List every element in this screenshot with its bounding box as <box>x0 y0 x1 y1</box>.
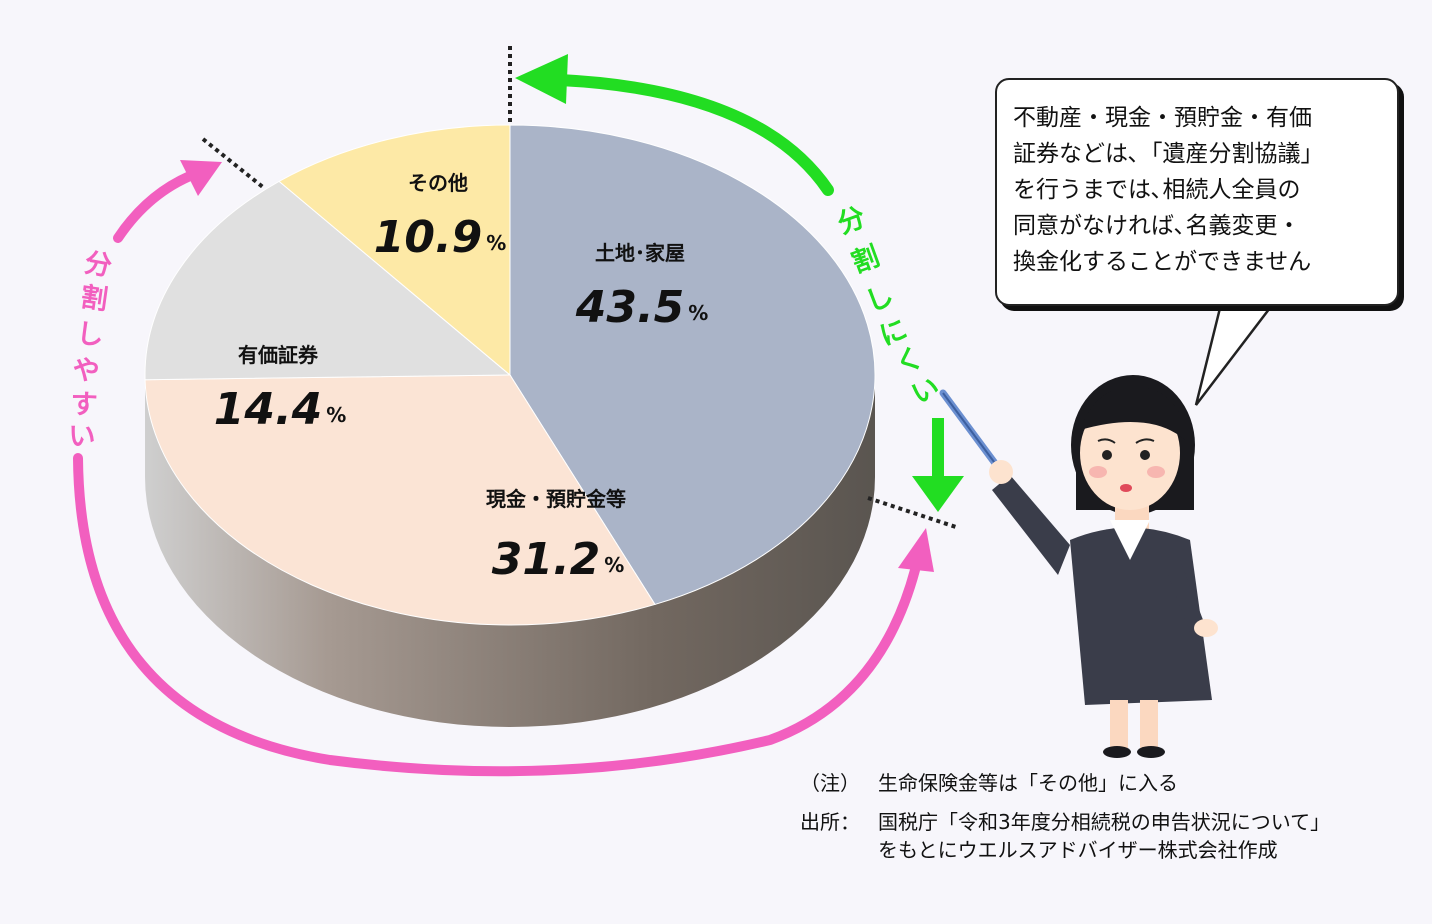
slice-label: 土地･家屋 <box>595 241 685 265</box>
arc-label-char: 割 <box>847 240 883 279</box>
slice-value: 43.5 <box>575 282 685 333</box>
speech-bubble: 不動産・現金・預貯金・有価 証券などは､「遺産分割協議」 を行うまでは､相続人全… <box>995 78 1399 306</box>
boundary-marker-left <box>201 137 266 190</box>
presenter-woman-illustration <box>939 375 1218 758</box>
pie-slices <box>144 124 876 626</box>
pie-side-wall-face <box>145 375 875 727</box>
speech-bubble-line: 不動産・現金・預貯金・有価 <box>1013 105 1312 131</box>
source-label: 出所： <box>800 810 860 834</box>
speech-bubble-line: 換金化することができません <box>1013 249 1312 275</box>
arc-label-char: 分 <box>834 202 870 240</box>
slice-value-unit: % <box>326 403 346 427</box>
source-line-1: 国税庁「令和3年度分相続税の申告状況について」 <box>878 810 1331 834</box>
note-label: （注） <box>800 771 860 795</box>
arc-label-char: 分 <box>82 247 114 282</box>
pie-slice <box>144 374 656 626</box>
pie-slice <box>278 124 511 377</box>
pie-side-wall <box>145 375 875 727</box>
source-line-2: をもとにウエルスアドバイザー株式会社作成 <box>878 838 1278 862</box>
arc-label-char: 割 <box>79 281 110 316</box>
arc-label-char: し <box>861 280 898 319</box>
pie-slice <box>144 180 512 381</box>
boundary-markers <box>201 46 957 529</box>
hard-to-divide-arrow <box>515 54 964 512</box>
slice-label: 有価証券 <box>238 343 319 367</box>
slice-value-unit: % <box>604 553 624 577</box>
slice-value: 10.9 <box>374 212 483 263</box>
arc-label-char: い <box>907 371 944 410</box>
pie-slice <box>509 124 876 606</box>
note-text: 生命保険金等は「その他」に入る <box>878 771 1178 795</box>
slice-label: 現金・預貯金等 <box>486 487 626 511</box>
slice-value-unit: % <box>688 301 708 325</box>
speech-bubble-line: を行うまでは､相続人全員の <box>1013 177 1301 203</box>
speech-bubble-line: 証券などは､「遺産分割協議」 <box>1013 141 1324 167</box>
speech-bubble-tail <box>1194 298 1279 406</box>
speech-bubble-line: 同意がなければ､名義変更・ <box>1013 213 1301 239</box>
slice-label: その他 <box>408 171 468 195</box>
pie-labels: 土地･家屋 43.5 % 現金・預貯金等 31.2 % 有価証券 14.4 % その他 10.9% <box>214 171 709 585</box>
arc-label-char: す <box>70 389 98 421</box>
slice-value: 14.4 <box>214 384 323 435</box>
slice-value-unit: % <box>486 231 506 255</box>
slice-value: 31.2 <box>492 534 601 585</box>
arc-label-char: し <box>75 318 105 352</box>
arc-label-char: い <box>69 422 96 453</box>
easy-to-divide-arrow <box>73 160 934 777</box>
arc-label-char: や <box>72 355 101 388</box>
